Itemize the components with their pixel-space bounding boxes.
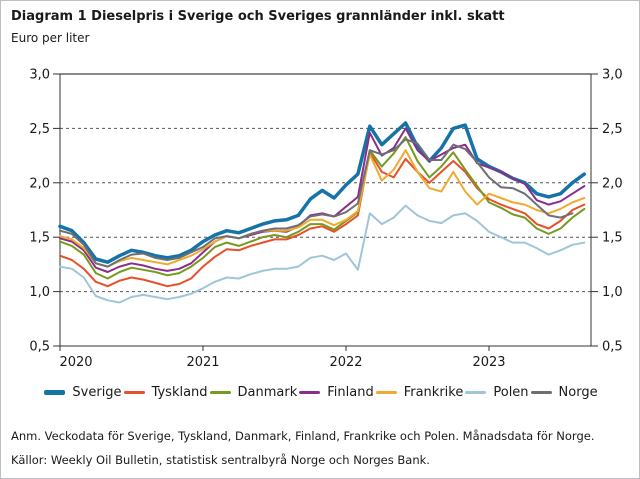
legend-label-danmark: Danmark bbox=[237, 385, 298, 400]
y-axis-label-left: 2,0 bbox=[29, 176, 50, 191]
legend-item-finland: Finland bbox=[299, 385, 374, 400]
y-axis-label-right: 3,0 bbox=[602, 68, 623, 83]
y-axis-label-right: 1,5 bbox=[602, 231, 623, 246]
series-line-danmark bbox=[59, 136, 586, 280]
y-axis-label-left: 0,5 bbox=[29, 340, 50, 355]
x-axis-label: 2021 bbox=[186, 355, 219, 370]
legend-marker-finland bbox=[299, 391, 321, 394]
y-axis-label-left: 3,0 bbox=[29, 68, 50, 83]
y-axis-label-right: 2,5 bbox=[602, 122, 623, 137]
legend-label-frankrike: Frankrike bbox=[403, 385, 464, 400]
footnote-note: Anm. Veckodata för Sverige, Tyskland, Da… bbox=[11, 429, 595, 443]
legend-item-danmark: Danmark bbox=[209, 385, 298, 400]
y-axis-label-left: 1,5 bbox=[29, 231, 50, 246]
legend-marker-frankrike bbox=[375, 391, 397, 394]
y-axis-label-left: 1,0 bbox=[29, 285, 50, 300]
chart-legend: Sverige Tyskland Danmark Finland Frankrike Po… bbox=[1, 385, 639, 400]
x-axis-label: 2020 bbox=[59, 355, 92, 370]
legend-marker-polen bbox=[465, 391, 487, 394]
diesel-price-line-chart: 3,0 3,0 2,5 2,5 2,0 2,0 1,5 1,5 1,0 1,0 0,5 0,5 2020… bbox=[29, 68, 623, 371]
legend-marker-norge bbox=[530, 391, 552, 394]
legend-label-finland: Finland bbox=[327, 385, 374, 400]
series-line-finland bbox=[59, 127, 586, 273]
legend-marker-sverige bbox=[44, 390, 66, 395]
x-axis-label: 2023 bbox=[472, 355, 505, 370]
legend-item-frankrike: Frankrike bbox=[375, 385, 464, 400]
y-axis-label-left: 2,5 bbox=[29, 122, 50, 137]
series-line-tyskland bbox=[59, 151, 586, 288]
legend-item-sverige: Sverige bbox=[44, 385, 122, 400]
series-line-frankrike bbox=[59, 149, 586, 268]
series-line-norge bbox=[59, 138, 574, 268]
legend-label-sverige: Sverige bbox=[72, 385, 122, 400]
legend-item-tyskland: Tyskland bbox=[123, 385, 208, 400]
chart-title: Diagram 1 Dieselpris i Sverige och Sveri… bbox=[11, 9, 505, 24]
y-axis-label-right: 0,5 bbox=[602, 340, 623, 355]
chart-area: 3,0 3,0 2,5 2,5 2,0 2,0 1,5 1,5 1,0 1,0 0,5 0,5 2020… bbox=[1, 58, 639, 376]
x-axis-label: 2022 bbox=[329, 355, 362, 370]
legend-item-norge: Norge bbox=[530, 385, 598, 400]
legend-marker-tyskland bbox=[123, 391, 145, 394]
legend-marker-danmark bbox=[209, 391, 231, 394]
legend-label-polen: Polen bbox=[493, 385, 529, 400]
chart-unit-label: Euro per liter bbox=[11, 31, 90, 45]
series-line-sverige bbox=[58, 121, 587, 264]
y-axis-label-right: 1,0 bbox=[602, 285, 623, 300]
legend-label-norge: Norge bbox=[558, 385, 598, 400]
legend-label-tyskland: Tyskland bbox=[151, 385, 208, 400]
y-axis-label-right: 2,0 bbox=[602, 176, 623, 191]
legend-item-polen: Polen bbox=[465, 385, 529, 400]
footnote-sources: Källor: Weekly Oil Bulletin, statistisk … bbox=[11, 453, 430, 467]
series-line-polen bbox=[59, 204, 586, 304]
